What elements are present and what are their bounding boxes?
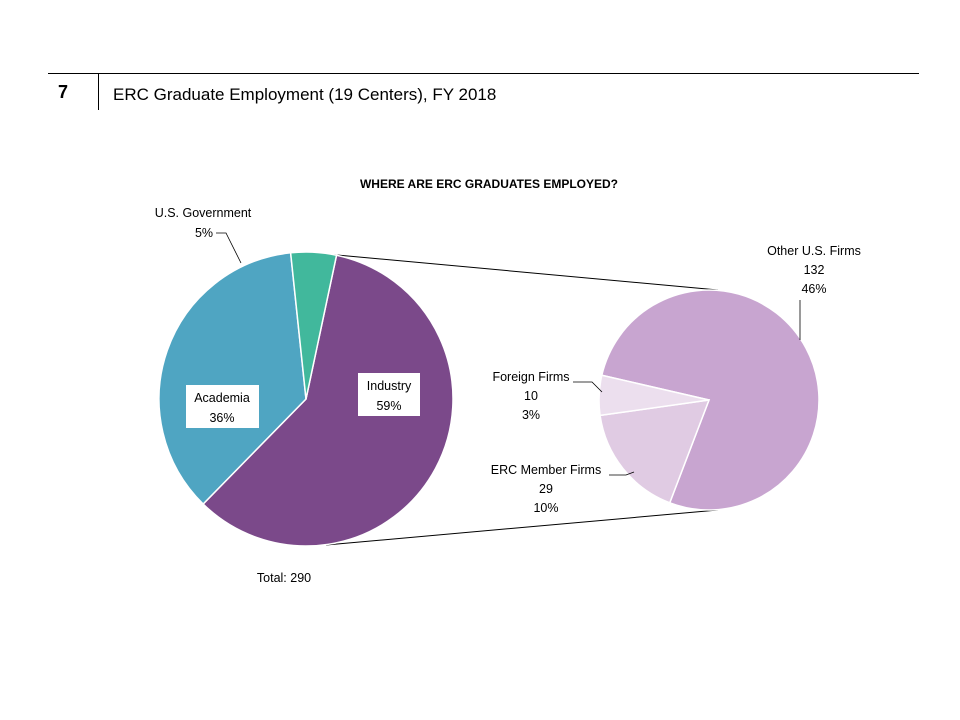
label-member-count: 29: [539, 482, 553, 496]
label-other-count: 132: [804, 263, 825, 277]
connector-line-bottom: [325, 509, 719, 546]
label-other-percent: 46%: [801, 282, 826, 296]
label-government-percent: 5%: [195, 226, 213, 240]
connector-line-top: [325, 253, 719, 291]
label-foreign-count: 10: [524, 389, 538, 403]
label-industry-percent: 59%: [376, 399, 401, 413]
slide-title: ERC Graduate Employment (19 Centers), FY…: [113, 85, 497, 104]
header-rule: [48, 73, 919, 74]
label-government-name: U.S. Government: [155, 206, 252, 220]
secondary-pie: [598, 289, 820, 511]
leader-line-foreign: [573, 381, 603, 393]
chart-title: WHERE ARE ERC GRADUATES EMPLOYED?: [360, 177, 618, 191]
secondary-slice-other-u-s-firms: [600, 289, 820, 511]
header-divider: [98, 73, 99, 110]
total-label: Total: 290: [257, 571, 311, 585]
main-slice-industry: [202, 254, 454, 547]
label-academia-name: Academia: [194, 391, 250, 405]
label-member-percent: 10%: [533, 501, 558, 515]
secondary-slice-erc-member-firms: [599, 399, 711, 504]
label-box-industry: [358, 373, 420, 416]
label-academia-percent: 36%: [209, 411, 234, 425]
main-slice-u-s-government: [289, 251, 338, 400]
label-member-name: ERC Member Firms: [491, 463, 601, 477]
leader-line-member: [609, 471, 635, 476]
leader-line-government: [216, 232, 242, 264]
label-other-name: Other U.S. Firms: [767, 244, 861, 258]
main-pie: [158, 251, 454, 547]
label-box-academia: [186, 385, 259, 428]
label-foreign-percent: 3%: [522, 408, 540, 422]
secondary-slice-foreign-firms: [598, 374, 710, 417]
label-industry-name: Industry: [367, 379, 412, 393]
label-foreign-name: Foreign Firms: [492, 370, 569, 384]
main-slice-academia: [158, 251, 307, 506]
slide-number: 7: [58, 82, 69, 102]
